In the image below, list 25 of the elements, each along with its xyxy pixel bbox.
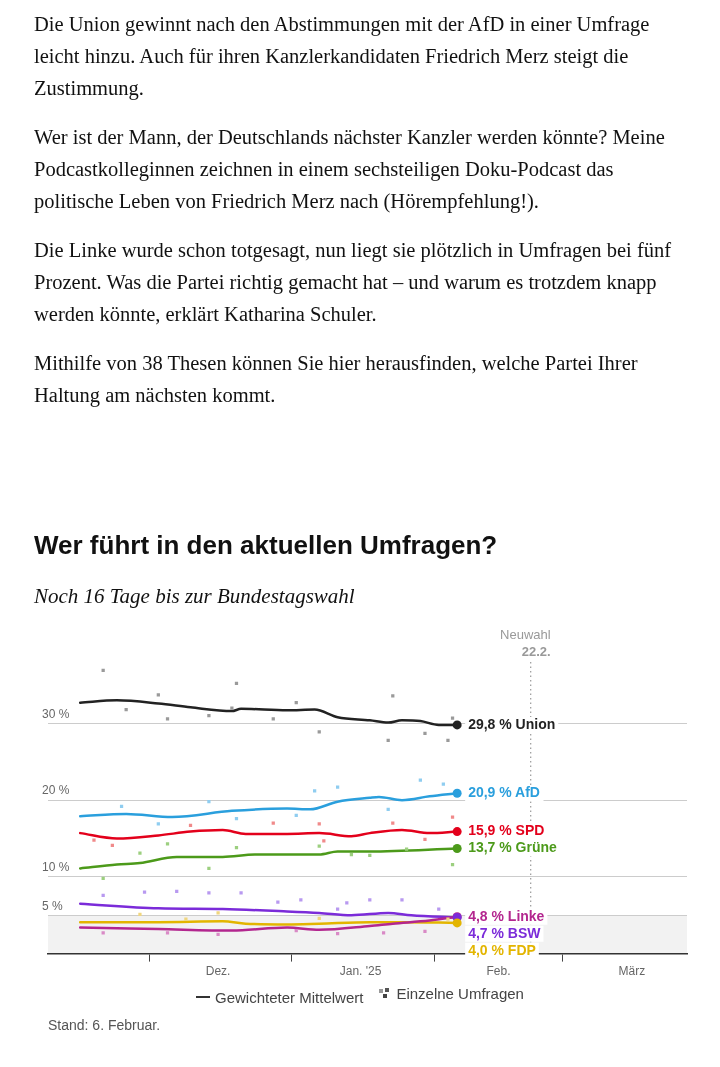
text: 15,9 % SPD xyxy=(468,822,545,839)
text: Stand: 6. Februar. xyxy=(48,1017,161,1033)
ref-line-label: Neuwahl 22.2. xyxy=(500,627,551,659)
x-tick-label: Jan. '25 xyxy=(339,964,382,979)
text: Die Linke wurde schon totgesagt, nun liegt sie plötzlich in Umfragen bei fünf Prozent. Was die Partei richtig gemacht hat – und warum es trotzdem knapp werden könnte, erklärt Katharina Schuler. xyxy=(34,238,673,327)
text: Wer ist der Mann, der Deutschlands nächster Kanzler werden könnte? Meine Podcastkolleginnen zeichnen in einem sechsteiligen Doku-Podcast das politische Leben von Friedrich Merz nach (Hörempfehlung!). xyxy=(34,125,666,215)
x-tick-label: Feb. xyxy=(486,964,511,979)
text: 20,9 % AfD xyxy=(468,784,540,801)
text: 4,7 % BSW xyxy=(468,924,541,941)
text: Die Union gewinnt nach den Abstimmungen mit der AfD in einer Umfrage leicht hinzu. Auch für ihren Kanzlerkandidaten Friedrich Merz steigt die Zustimmung. xyxy=(34,12,651,102)
y-tick-label: 20 % xyxy=(42,783,70,798)
text: Mithilfe von 38 Thesen können Sie hier herausfinden, welche Partei Ihrer Haltung am nächsten kommt. xyxy=(34,351,639,409)
x-tick-label: März xyxy=(618,964,646,979)
y-tick-label: 30 % xyxy=(42,706,70,721)
text: Gewichteter Mittelwert xyxy=(215,988,364,1006)
text: 4,0 % FDP xyxy=(468,941,536,958)
y-tick-label: 5 % xyxy=(42,898,64,913)
text: 4,8 % Linke xyxy=(468,907,545,924)
y-tick-label: 10 % xyxy=(42,860,70,875)
chart-title: Wer führt in den aktuellen Umfragen? xyxy=(34,530,498,561)
text: 13,7 % Grüne xyxy=(468,839,557,856)
x-tick-label: Dez. xyxy=(205,964,231,979)
chart-subtitle: Noch 16 Tage bis zur Bundestagswahl xyxy=(34,584,355,609)
text: Einzelne Umfragen xyxy=(396,984,524,1002)
text: 29,8 % Union xyxy=(468,715,556,732)
